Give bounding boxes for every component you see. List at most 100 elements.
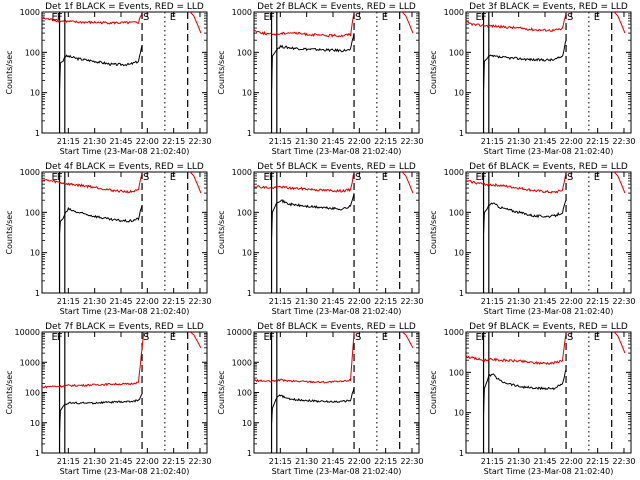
x-tick-label: 21:30 — [507, 137, 530, 146]
lld-series-tail — [189, 332, 202, 349]
y-tick-label: 10 — [30, 419, 40, 428]
lld-series-tail — [401, 12, 414, 34]
x-axis-label: Start Time (23-Mar-08 21:02:40) — [272, 467, 402, 476]
lld-series-line — [466, 172, 567, 194]
lld-series-tail — [613, 12, 626, 34]
marker-label-f: F — [481, 12, 487, 23]
x-axis-label: Start Time (23-Mar-08 21:02:40) — [272, 307, 402, 316]
panel-title: Det 6f BLACK = Events, RED = LLD — [469, 162, 628, 172]
x-tick-label: 22:00 — [560, 457, 583, 466]
x-axis-label: Start Time (23-Mar-08 21:02:40) — [60, 147, 190, 156]
y-tick-label: 1 — [35, 449, 40, 458]
lld-series-tail — [189, 12, 202, 34]
marker-label-e: E — [476, 172, 482, 183]
events-series-line — [483, 368, 567, 413]
panel-title: Det 1f BLACK = Events, RED = LLD — [45, 2, 204, 12]
y-tick-label: 100 — [25, 389, 40, 398]
y-tick-label: 1 — [247, 449, 252, 458]
events-series-line — [59, 205, 143, 234]
y-tick-label: 100 — [237, 48, 252, 57]
x-tick-label: 21:30 — [83, 297, 106, 306]
plot-frame — [253, 11, 420, 134]
y-tick-label: 10000 — [227, 328, 252, 337]
y-tick-label: 100 — [449, 48, 464, 57]
detector-panel-4: Det 4f BLACK = Events, RED = LLD 1 10 100 10… — [5, 162, 212, 316]
detector-panel-9: Det 9f BLACK = Events, RED = LLD 1 10 100 10… — [429, 322, 636, 476]
x-tick-label: 21:30 — [295, 457, 318, 466]
y-axis-label: Counts/sec — [5, 50, 14, 94]
x-tick-label: 22:30 — [188, 297, 211, 306]
marker-label-e2: E — [594, 12, 600, 23]
x-tick-label: 22:00 — [560, 137, 583, 146]
y-tick-label: 1000 — [444, 168, 464, 177]
marker-label-e: E — [52, 12, 58, 23]
detector-panel-5: Det 5f BLACK = Events, RED = LLD 1 10 100 10… — [217, 162, 424, 316]
y-tick-label: 1 — [459, 129, 464, 138]
x-tick-label: 21:15 — [57, 137, 80, 146]
marker-label-e: E — [476, 332, 482, 343]
events-series-line — [59, 393, 143, 432]
x-tick-label: 22:15 — [374, 297, 397, 306]
x-axis-label: Start Time (23-Mar-08 21:02:40) — [60, 467, 190, 476]
x-tick-label: 21:45 — [109, 297, 132, 306]
x-tick-label: 22:15 — [586, 457, 609, 466]
marker-label-e: E — [52, 172, 58, 183]
plot-frame — [465, 331, 632, 454]
x-tick-label: 22:15 — [162, 137, 185, 146]
marker-label-s: S — [355, 12, 361, 23]
y-axis-label: Counts/sec — [429, 370, 438, 414]
marker-label-s: S — [567, 172, 573, 183]
y-tick-label: 1000 — [20, 8, 40, 17]
x-tick-label: 22:15 — [162, 457, 185, 466]
y-axis-label: Counts/sec — [217, 50, 226, 94]
x-tick-label: 22:30 — [612, 457, 635, 466]
marker-label-e2: E — [594, 172, 600, 183]
y-tick-label: 10 — [30, 89, 40, 98]
y-tick-label: 100 — [449, 208, 464, 217]
marker-label-s: S — [143, 332, 149, 343]
y-tick-label: 10 — [242, 249, 252, 258]
x-tick-label: 22:30 — [612, 297, 635, 306]
x-tick-label: 22:15 — [374, 137, 397, 146]
x-tick-label: 22:00 — [136, 137, 159, 146]
lld-series-line — [466, 332, 567, 365]
marker-label-e: E — [264, 12, 270, 23]
y-tick-label: 10 — [242, 89, 252, 98]
plot-frame — [465, 171, 632, 294]
y-tick-label: 100 — [237, 208, 252, 217]
x-tick-label: 21:30 — [295, 137, 318, 146]
panel-title: Det 2f BLACK = Events, RED = LLD — [257, 2, 416, 12]
x-tick-label: 22:30 — [188, 457, 211, 466]
panel-title: Det 9f BLACK = Events, RED = LLD — [469, 322, 628, 332]
marker-label-e2: E — [382, 332, 388, 343]
panel-title: Det 5f BLACK = Events, RED = LLD — [257, 162, 416, 172]
marker-label-e: E — [52, 332, 58, 343]
panel-title: Det 4f BLACK = Events, RED = LLD — [45, 162, 204, 172]
x-tick-label: 22:00 — [136, 457, 159, 466]
marker-label-f: F — [57, 332, 63, 343]
y-tick-label: 1000 — [232, 8, 252, 17]
y-axis-label: Counts/sec — [5, 370, 14, 414]
x-tick-label: 22:30 — [400, 457, 423, 466]
x-tick-label: 21:30 — [83, 457, 106, 466]
y-tick-label: 10 — [454, 249, 464, 258]
events-series-line — [483, 40, 567, 90]
marker-label-f: F — [269, 332, 275, 343]
x-tick-label: 21:15 — [481, 137, 504, 146]
x-tick-label: 22:00 — [348, 297, 371, 306]
y-tick-label: 1000 — [20, 168, 40, 177]
panel-title: Det 3f BLACK = Events, RED = LLD — [469, 2, 628, 12]
marker-label-f: F — [269, 172, 275, 183]
x-tick-label: 21:30 — [507, 297, 530, 306]
y-tick-label: 10 — [242, 419, 252, 428]
detector-panel-6: Det 6f BLACK = Events, RED = LLD 1 10 100 10… — [429, 162, 636, 316]
plot-frame — [465, 11, 632, 134]
marker-label-s: S — [143, 172, 149, 183]
events-series-line — [271, 387, 355, 423]
marker-label-e2: E — [382, 12, 388, 23]
marker-label-e: E — [264, 172, 270, 183]
events-series-line — [483, 199, 567, 234]
x-tick-label: 22:00 — [348, 137, 371, 146]
x-tick-label: 21:45 — [109, 457, 132, 466]
marker-label-e2: E — [170, 12, 176, 23]
